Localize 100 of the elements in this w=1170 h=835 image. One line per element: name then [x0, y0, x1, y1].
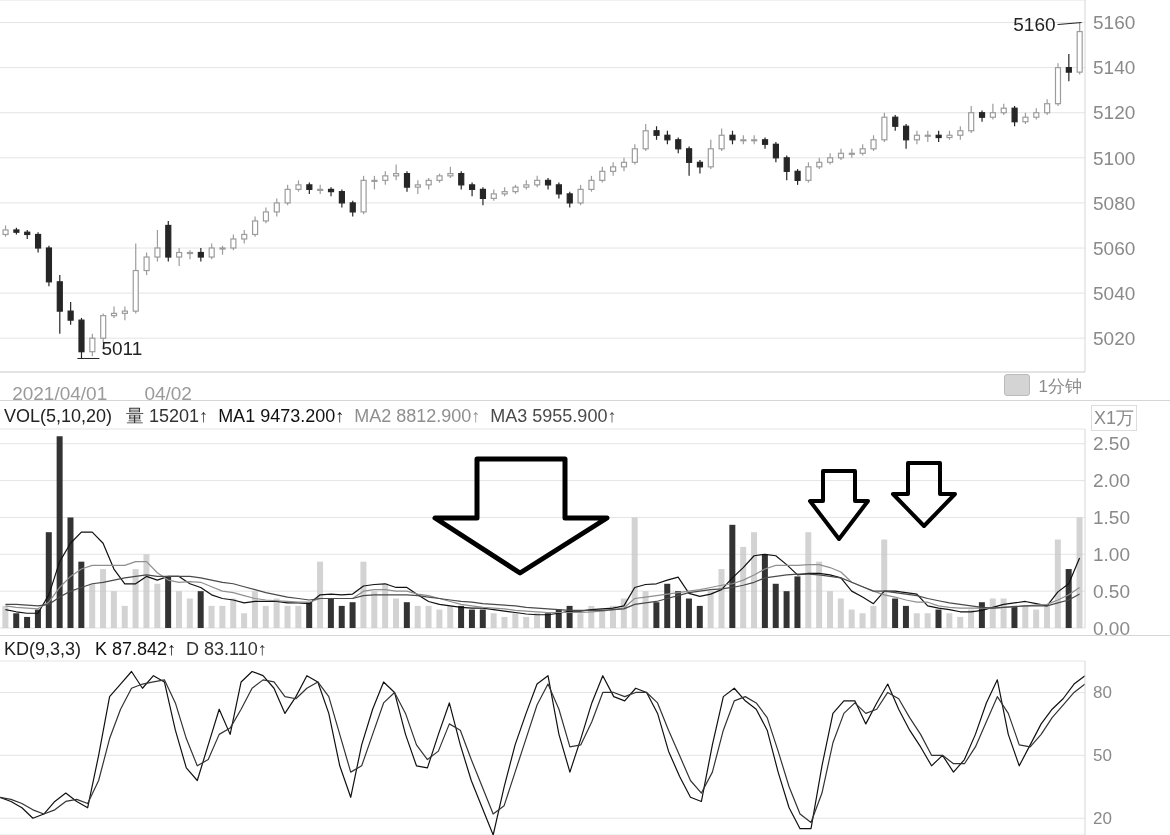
- bar: [957, 616, 964, 628]
- y-tick-label: 5040: [1093, 282, 1136, 304]
- bar: [837, 598, 844, 628]
- bar: [425, 605, 432, 628]
- candlestick: [577, 184, 584, 206]
- bar: [642, 591, 649, 628]
- candlestick: [783, 154, 790, 181]
- candlestick: [1011, 105, 1018, 127]
- bar: [273, 598, 280, 628]
- bar: [859, 613, 866, 628]
- candlestick: [393, 163, 400, 181]
- bar: [458, 605, 465, 628]
- bar: [100, 569, 107, 628]
- chart-title: KD(9,3,3): [4, 639, 82, 659]
- bar: [1033, 609, 1040, 628]
- bar: [544, 613, 551, 628]
- bar: [175, 591, 182, 628]
- bar: [913, 613, 920, 628]
- y-tick-label: 1.50: [1093, 507, 1130, 529]
- bar: [1043, 605, 1050, 628]
- y-tick-label: 5020: [1093, 327, 1136, 349]
- line-series: [4, 531, 1081, 616]
- candlestick: [403, 170, 411, 193]
- bar: [707, 591, 714, 628]
- bar: [317, 561, 324, 628]
- bar: [490, 613, 497, 628]
- y-tick-label: 5140: [1093, 57, 1136, 79]
- bar: [208, 605, 215, 628]
- bar: [34, 609, 41, 628]
- bar: [349, 602, 356, 628]
- y-tick-label: 5060: [1093, 237, 1136, 259]
- text: 1分钟: [1038, 376, 1082, 398]
- line-series: [4, 561, 1081, 614]
- candlestick: [327, 186, 335, 197]
- bar: [685, 598, 692, 628]
- candlestick: [284, 184, 291, 206]
- bar: [751, 532, 758, 628]
- bar: [241, 613, 248, 628]
- candlestick: [631, 143, 638, 166]
- bar: [447, 605, 454, 628]
- bar: [577, 613, 584, 628]
- bar: [881, 539, 888, 628]
- bar: [143, 554, 150, 628]
- candlestick: [881, 112, 888, 143]
- bar: [382, 583, 389, 628]
- bar: [403, 602, 410, 628]
- bar: [892, 598, 899, 628]
- candlestick: [902, 123, 910, 150]
- bar: [165, 576, 172, 628]
- bar: [924, 613, 931, 628]
- candlestick: [968, 105, 975, 134]
- candlestick: [154, 229, 161, 263]
- candlestick: [772, 141, 779, 163]
- candlestick: [143, 251, 150, 276]
- bar: [67, 517, 74, 628]
- y-tick-label: 20: [1093, 809, 1112, 829]
- bar: [13, 613, 20, 628]
- text: MA1 9473.200↑: [218, 406, 345, 426]
- bar: [371, 591, 378, 628]
- candlestick: [100, 312, 107, 344]
- bar: [295, 605, 302, 628]
- bar: [327, 598, 334, 628]
- candlestick: [479, 186, 487, 206]
- bar: [740, 546, 747, 628]
- bar: [1000, 598, 1007, 628]
- bar: [816, 561, 823, 628]
- bar: [414, 605, 421, 628]
- bar: [870, 605, 877, 628]
- y-tick-label: 80: [1093, 683, 1112, 703]
- bar: [501, 616, 508, 628]
- candlestick: [1065, 53, 1072, 82]
- y-tick-label: 50: [1093, 746, 1112, 766]
- chart-title: VOL(5,10,20): [4, 406, 113, 426]
- bar: [1065, 569, 1072, 628]
- y-tick-label: 5100: [1093, 147, 1136, 169]
- candlestick: [338, 188, 345, 209]
- bar: [512, 613, 519, 628]
- bar: [89, 583, 96, 628]
- x-tick-label: 04/02: [144, 383, 192, 404]
- x-tick-label: 2021/04/01: [12, 383, 108, 404]
- y-tick-label: 0.00: [1093, 617, 1130, 639]
- bar: [45, 532, 52, 628]
- bar: [338, 605, 345, 628]
- candlestick: [805, 161, 812, 184]
- candlestick: [186, 249, 194, 260]
- candlestick: [67, 301, 74, 326]
- bar: [1054, 539, 1061, 628]
- bar: [848, 609, 855, 628]
- bar: [664, 583, 671, 628]
- text: MA2 8812.900↑: [354, 406, 481, 426]
- bar: [729, 524, 736, 628]
- y-axis-title: X1万: [1091, 405, 1138, 431]
- bar: [1076, 517, 1083, 628]
- bar: [132, 569, 139, 628]
- series-label: K 87.842↑: [95, 639, 177, 659]
- bar: [826, 591, 833, 628]
- series-label: D 83.110↑: [186, 639, 267, 659]
- bar: [794, 576, 801, 628]
- bar: [230, 598, 237, 628]
- bar: [186, 598, 193, 628]
